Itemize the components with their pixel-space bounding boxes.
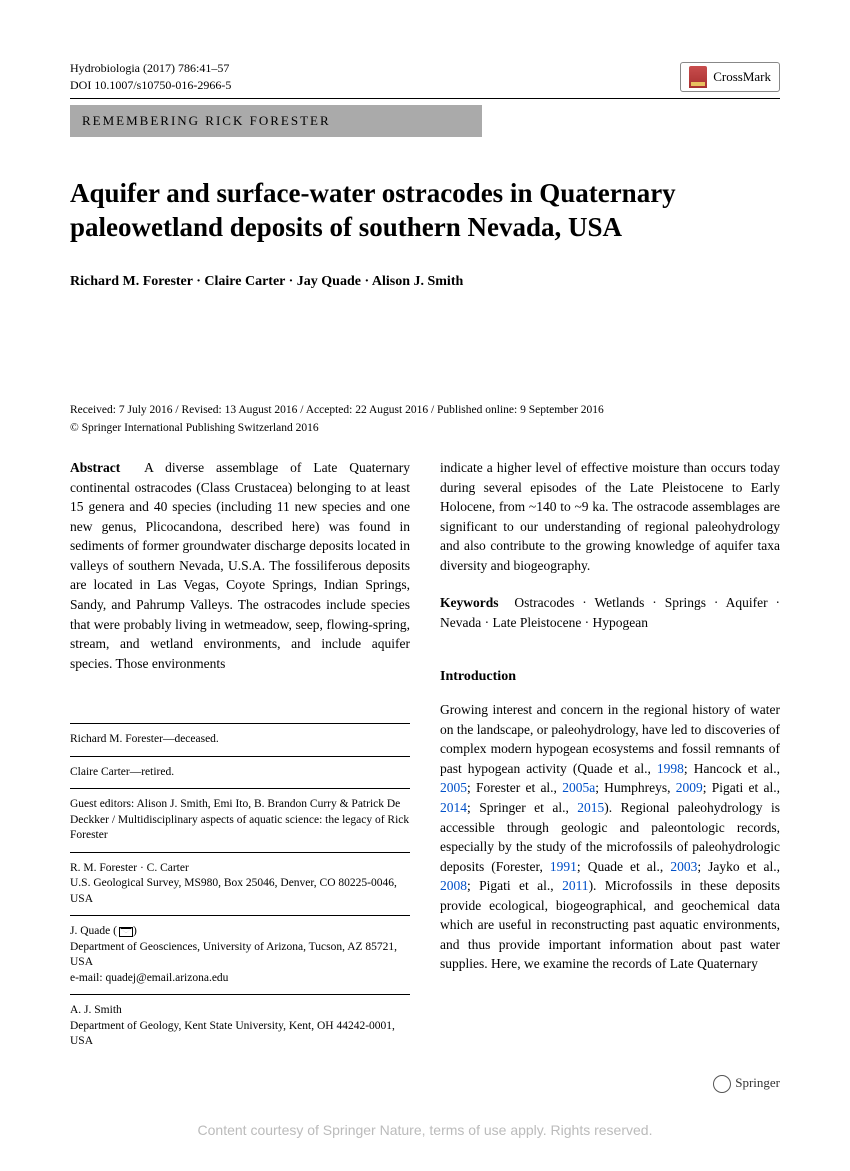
divider xyxy=(70,994,410,995)
abstract-continuation: indicate a higher level of effective moi… xyxy=(440,458,780,575)
affiliation: R. M. Forester · C. Carter U.S. Geologic… xyxy=(70,861,410,908)
guest-editors: Guest editors: Alison J. Smith, Emi Ito,… xyxy=(70,797,410,844)
citation-link[interactable]: 2005a xyxy=(562,780,595,795)
citation-link[interactable]: 2005 xyxy=(440,780,467,795)
journal-citation: Hydrobiologia (2017) 786:41–57 xyxy=(70,60,231,77)
keywords: Keywords Ostracodes · Wetlands · Springs… xyxy=(440,593,780,632)
copyright: © Springer International Publishing Swit… xyxy=(70,420,780,436)
author-note: Richard M. Forester—deceased. xyxy=(70,732,410,748)
affiliation-names: A. J. Smith xyxy=(70,1003,410,1019)
affiliation-address: Department of Geology, Kent State Univer… xyxy=(70,1019,410,1050)
introduction-paragraph: Growing interest and concern in the regi… xyxy=(440,700,780,974)
page-header: Hydrobiologia (2017) 786:41–57 DOI 10.10… xyxy=(70,60,780,99)
publisher-logo: Springer xyxy=(70,1074,780,1093)
right-column: indicate a higher level of effective moi… xyxy=(440,458,780,1054)
crossmark-label: CrossMark xyxy=(713,68,771,86)
affiliation-address: U.S. Geological Survey, MS980, Box 25046… xyxy=(70,876,410,907)
citation-link[interactable]: 2008 xyxy=(440,878,467,893)
affiliation-names: R. M. Forester · C. Carter xyxy=(70,861,410,877)
footnotes-block: Richard M. Forester—deceased. Claire Car… xyxy=(70,723,410,1050)
citation-link[interactable]: 2015 xyxy=(577,800,604,815)
corresponding-email: e-mail: quadej@email.arizona.edu xyxy=(70,971,410,987)
divider xyxy=(70,788,410,789)
affiliation: J. Quade () Department of Geosciences, U… xyxy=(70,924,410,986)
crossmark-badge[interactable]: CrossMark xyxy=(680,62,780,92)
watermark-text: Content courtesy of Springer Nature, ter… xyxy=(70,1121,780,1141)
journal-info: Hydrobiologia (2017) 786:41–57 DOI 10.10… xyxy=(70,60,231,94)
two-column-body: Abstract A diverse assemblage of Late Qu… xyxy=(70,458,780,1054)
abstract-text-left: A diverse assemblage of Late Quaternary … xyxy=(70,460,410,671)
left-column: Abstract A diverse assemblage of Late Qu… xyxy=(70,458,410,1054)
doi: DOI 10.1007/s10750-016-2966-5 xyxy=(70,77,231,94)
citation-link[interactable]: 2009 xyxy=(676,780,703,795)
divider xyxy=(70,915,410,916)
divider xyxy=(70,852,410,853)
citation-link[interactable]: 1991 xyxy=(550,859,577,874)
citation-link[interactable]: 2014 xyxy=(440,800,467,815)
keywords-label: Keywords xyxy=(440,595,499,610)
citation-link[interactable]: 2003 xyxy=(670,859,697,874)
citation-link[interactable]: 1998 xyxy=(657,761,684,776)
citation-link[interactable]: 2011 xyxy=(562,878,589,893)
article-title: Aquifer and surface-water ostracodes in … xyxy=(70,177,780,245)
article-dates: Received: 7 July 2016 / Revised: 13 Augu… xyxy=(70,402,780,418)
author-list: Richard M. Forester · Claire Carter · Ja… xyxy=(70,272,780,292)
crossmark-icon xyxy=(689,66,707,88)
mail-icon xyxy=(119,927,133,937)
affiliation-address: Department of Geosciences, University of… xyxy=(70,940,410,971)
divider xyxy=(70,723,410,724)
affiliation-names: J. Quade () xyxy=(70,924,410,940)
section-heading: Introduction xyxy=(440,667,780,687)
article-category: REMEMBERING RICK FORESTER xyxy=(70,105,482,137)
divider xyxy=(70,756,410,757)
abstract-paragraph: Abstract A diverse assemblage of Late Qu… xyxy=(70,458,410,673)
affiliation: A. J. Smith Department of Geology, Kent … xyxy=(70,1003,410,1050)
abstract-label: Abstract xyxy=(70,460,120,475)
author-note: Claire Carter—retired. xyxy=(70,765,410,781)
